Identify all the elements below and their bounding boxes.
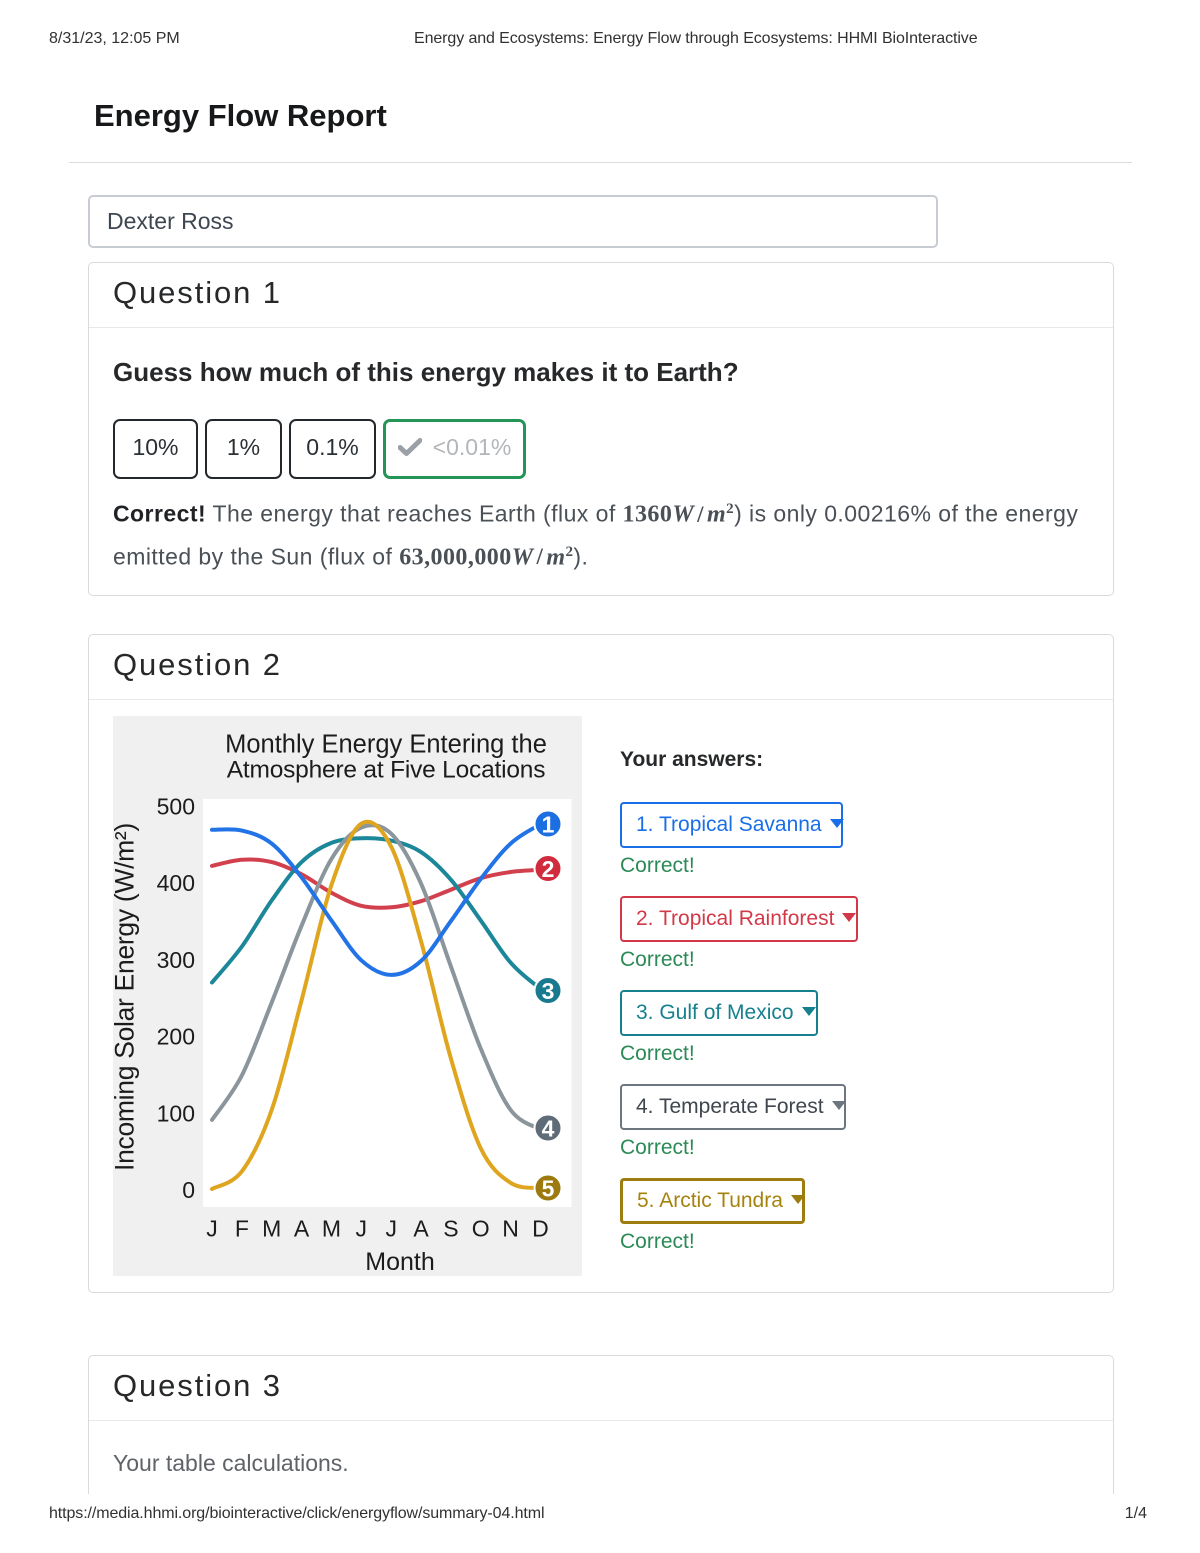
svg-text:M: M	[322, 1216, 341, 1242]
svg-text:A: A	[413, 1216, 429, 1242]
svg-text:J: J	[206, 1216, 218, 1242]
svg-text:O: O	[472, 1216, 490, 1242]
svg-text:J: J	[385, 1216, 397, 1242]
svg-text:S: S	[443, 1216, 458, 1242]
svg-text:1: 1	[542, 811, 555, 837]
svg-text:200: 200	[157, 1024, 195, 1050]
svg-text:0: 0	[182, 1177, 195, 1203]
svg-text:300: 300	[157, 947, 195, 973]
svg-text:D: D	[532, 1216, 549, 1242]
svg-text:4: 4	[542, 1115, 555, 1141]
svg-text:100: 100	[157, 1100, 195, 1126]
svg-text:Monthly Energy Entering the: Monthly Energy Entering the	[225, 731, 547, 759]
svg-text:F: F	[235, 1216, 249, 1242]
svg-text:N: N	[502, 1216, 519, 1242]
svg-text:Month: Month	[365, 1248, 434, 1276]
svg-text:A: A	[294, 1216, 310, 1242]
svg-text:400: 400	[157, 870, 195, 896]
svg-text:2: 2	[542, 856, 555, 882]
svg-text:3: 3	[542, 978, 555, 1004]
svg-text:500: 500	[157, 794, 195, 820]
svg-text:M: M	[262, 1216, 281, 1242]
svg-text:Atmosphere at Five Locations: Atmosphere at Five Locations	[227, 757, 546, 784]
svg-text:J: J	[356, 1216, 368, 1242]
svg-text:5: 5	[542, 1175, 555, 1201]
svg-text:Incoming Solar Energy (W/m²): Incoming Solar Energy (W/m²)	[113, 823, 140, 1171]
